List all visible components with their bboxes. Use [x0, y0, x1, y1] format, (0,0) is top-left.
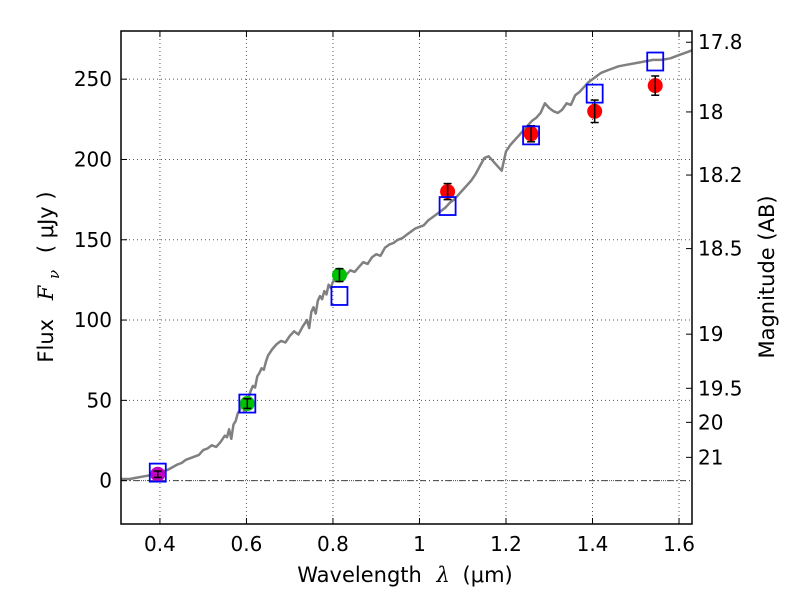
template-point: [238, 393, 257, 414]
y-axis-title-subscript: ν: [45, 270, 63, 279]
y-axis-title: Flux F ν ( μJy ): [34, 191, 64, 362]
mag-tick-label: 18.5: [698, 237, 743, 261]
y-tick-label: 0: [99, 469, 112, 493]
mag-tick-label: 18.2: [698, 163, 743, 187]
x-tick-label: 1.4: [577, 532, 609, 556]
template-point: [148, 462, 167, 483]
x-axis-title-text: Wavelength: [297, 563, 422, 587]
mag-tick-label: 19.5: [698, 376, 743, 400]
y-tick-label: 150: [74, 228, 112, 252]
y-axis-title-unit: ( μJy ): [34, 191, 58, 253]
mag-tick-label: 20: [698, 410, 723, 434]
mag-tick-label: 18: [698, 100, 723, 124]
template-point: [522, 125, 540, 146]
template-point: [438, 196, 457, 216]
x-axis-title-unit: (μm): [463, 563, 513, 587]
x-tick-label: 1: [413, 532, 426, 556]
x-tick-label: 0.4: [144, 532, 176, 556]
y-axis-title-text: Flux: [34, 319, 58, 363]
y-tick-label: 50: [87, 388, 112, 412]
y-tick-label: 200: [74, 147, 112, 171]
x-tick-label: 1.2: [490, 532, 522, 556]
y-tick-label: 100: [74, 308, 112, 332]
y-tick-label: 250: [74, 67, 112, 91]
plot-frame: [120, 30, 693, 525]
data-series: [121, 49, 693, 483]
template-spectrum-line: [121, 49, 693, 481]
template-point: [646, 51, 665, 72]
y-axis-title-symbol: F: [34, 284, 58, 301]
y2-axis-title: Magnitude (AB): [755, 195, 779, 358]
mag-tick-label: 19: [698, 322, 723, 346]
axes: 0.4 0.6 0.8 1 1.2 1.4 1.6 0 50 100 150 200 250 17.8 18…: [74, 30, 743, 556]
mag-tick-label: 17.8: [698, 30, 743, 54]
x-axis-title: Wavelength λ (μm): [297, 563, 512, 587]
template-point: [585, 83, 604, 104]
x-axis-title-symbol: λ: [436, 563, 450, 587]
x-tick-label: 0.8: [317, 532, 349, 556]
x-tick-label: 0.6: [231, 532, 263, 556]
x-tick-label: 1.6: [663, 532, 695, 556]
mag-tick-label: 21: [698, 445, 723, 469]
template-point: [330, 286, 349, 306]
